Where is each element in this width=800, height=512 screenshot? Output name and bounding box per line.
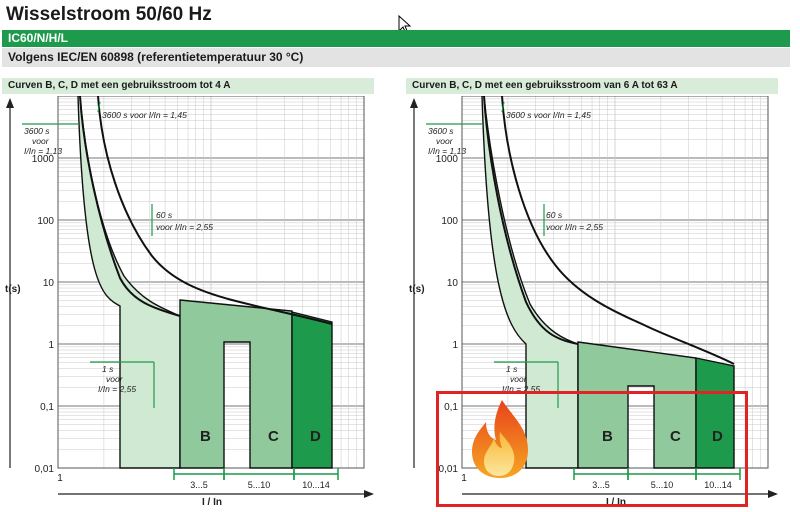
y-axis-arrowhead bbox=[6, 98, 14, 108]
y-tick-label: 10 bbox=[447, 278, 459, 289]
y-tick-label: 1 bbox=[48, 340, 54, 351]
lower-trip-curve bbox=[483, 96, 579, 345]
standard-bar: Volgens IEC/EN 60898 (referentietemperat… bbox=[2, 48, 790, 67]
y-tick-label: 1 bbox=[452, 340, 458, 351]
curve-label: B bbox=[602, 428, 613, 445]
annotation: 3600 s bbox=[24, 126, 50, 136]
trip-curve-chart: B3...5C5...10D10...1410001001010,10,011t… bbox=[409, 96, 778, 508]
x-axis-arrowhead bbox=[768, 490, 778, 498]
curve-label: C bbox=[670, 428, 681, 445]
annotation: 1 s bbox=[102, 364, 114, 374]
chart-title: Curven B, C, D met een gebruiksstroom va… bbox=[406, 78, 778, 94]
annotation-leader bbox=[501, 101, 505, 113]
annotation: 1 s bbox=[506, 364, 518, 374]
x-axis-label: I / In bbox=[202, 497, 222, 508]
y-tick-label: 10 bbox=[43, 278, 55, 289]
range-label: 10...14 bbox=[302, 480, 330, 490]
y-axis-label: t(s) bbox=[5, 284, 21, 295]
y-tick-label: 0,1 bbox=[40, 402, 54, 413]
annotation: I/In = 1,13 bbox=[24, 146, 62, 156]
y-tick-label: 0,01 bbox=[439, 464, 459, 475]
y-tick-label: 100 bbox=[441, 216, 458, 227]
chart-title: Curven B, C, D met een gebruiksstroom to… bbox=[2, 78, 374, 94]
annotation: voor bbox=[106, 374, 124, 384]
x-axis-arrowhead bbox=[364, 490, 374, 498]
y-tick-label: 0,01 bbox=[35, 464, 55, 475]
curve-b-band bbox=[481, 96, 579, 469]
x-tick-label: 1 bbox=[461, 473, 467, 484]
annotation: I/In = 2,55 bbox=[98, 384, 136, 394]
range-label: 5...10 bbox=[651, 480, 674, 490]
annotation: voor bbox=[510, 374, 528, 384]
upper-trip-curve bbox=[97, 96, 333, 325]
curve-label: D bbox=[712, 428, 723, 445]
y-tick-label: 100 bbox=[37, 216, 54, 227]
annotation: voor bbox=[436, 136, 454, 146]
annotation: voor I/In = 2,55 bbox=[546, 222, 603, 232]
y-axis-arrowhead bbox=[410, 98, 418, 108]
annotation: 3600 s voor I/In = 1,45 bbox=[102, 110, 187, 120]
annotation: 60 s bbox=[546, 210, 563, 220]
annotation: 3600 s bbox=[428, 126, 454, 136]
highlight-box bbox=[436, 391, 748, 507]
curve-label: D bbox=[310, 428, 321, 445]
annotation: voor I/In = 2,55 bbox=[156, 222, 213, 232]
trip-curve-chart: B3...5C5...10D10...1410001001010,10,011t… bbox=[5, 96, 374, 508]
y-tick-label: 1000 bbox=[32, 154, 55, 165]
curve-label: B bbox=[200, 428, 211, 445]
annotation-leader bbox=[97, 101, 101, 113]
lower-trip-curve bbox=[79, 96, 181, 317]
x-tick-label: 1 bbox=[57, 473, 63, 484]
curve-d-band bbox=[291, 311, 333, 469]
annotation: 3600 s voor I/In = 1,45 bbox=[506, 110, 591, 120]
range-label: 3...5 bbox=[592, 480, 610, 490]
y-tick-label: 0,1 bbox=[444, 402, 458, 413]
product-range-bar: IC60/N/H/L bbox=[2, 30, 790, 47]
curve-d-band bbox=[695, 357, 735, 469]
x-axis-label: I / In bbox=[606, 497, 626, 508]
curve-label: C bbox=[268, 428, 279, 445]
y-tick-label: 1000 bbox=[436, 154, 459, 165]
range-label: 3...5 bbox=[190, 480, 208, 490]
annotation: I/In = 1,13 bbox=[428, 146, 466, 156]
annotation: voor bbox=[32, 136, 50, 146]
upper-trip-curve bbox=[501, 96, 735, 365]
range-label: 10...14 bbox=[704, 480, 732, 490]
page-title: Wisselstroom 50/60 Hz bbox=[6, 4, 212, 25]
range-label: 5...10 bbox=[248, 480, 271, 490]
annotation: 60 s bbox=[156, 210, 173, 220]
flame-icon bbox=[472, 400, 528, 478]
y-axis-label: t(s) bbox=[409, 284, 425, 295]
annotation: I/In = 2,55 bbox=[502, 384, 540, 394]
